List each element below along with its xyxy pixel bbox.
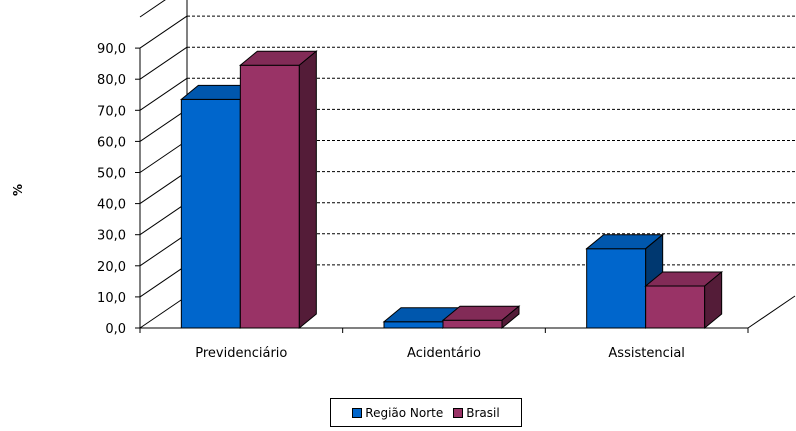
legend-label-brasil: Brasil	[466, 405, 500, 420]
y-axis-label: %	[11, 184, 25, 196]
gridline-diagonal	[139, 108, 188, 142]
x-tick-label: Previdenciário	[195, 346, 287, 361]
legend: Região Norte Brasil	[330, 398, 522, 427]
y-tick-labels: 0,0 10,0 20,0 30,0 40,0 50,0 60,0 70,0 80,0 90,0	[97, 42, 126, 337]
gridline-diagonal	[139, 202, 188, 236]
gridline-diagonal	[139, 46, 188, 80]
legend-swatch-brasil	[453, 407, 464, 418]
x-tick-labels: Previdenciário Acidentário Assistencial	[195, 346, 685, 361]
gridline-diagonal	[139, 295, 188, 329]
x-tick-label: Assistencial	[608, 346, 685, 361]
y-tick-label: 30,0	[97, 229, 126, 244]
gridline-diagonal	[139, 264, 188, 298]
gridline-diagonal	[139, 171, 188, 205]
y-tick-label: 40,0	[97, 198, 126, 213]
bar	[644, 270, 724, 330]
gridline-diagonal	[139, 77, 188, 111]
gridline-diagonal	[139, 15, 188, 49]
y-tick-label: 20,0	[97, 260, 126, 275]
bar	[238, 50, 318, 330]
x-tick-label: Acidentário	[407, 346, 481, 361]
gridline-diagonal	[139, 0, 166, 18]
legend-label-regiao-norte: Região Norte	[365, 405, 444, 420]
y-tick-label: 60,0	[97, 135, 126, 150]
y-tick-label: 10,0	[97, 291, 126, 306]
bar	[441, 305, 521, 330]
y-tick-label: 70,0	[97, 104, 126, 119]
legend-swatch-regiao-norte	[352, 407, 363, 418]
legend-item-regiao-norte: Região Norte	[352, 406, 443, 420]
y-tick-label: 90,0	[97, 42, 126, 57]
y-tick-label: 80,0	[97, 73, 126, 88]
gridline-diagonal	[139, 140, 188, 173]
y-tick-label: 50,0	[97, 167, 126, 182]
y-tick-label: 0,0	[105, 322, 126, 337]
bars	[179, 50, 724, 330]
floor-right-edge	[747, 295, 796, 329]
gridline-diagonal	[139, 233, 188, 267]
legend-item-brasil: Brasil	[453, 405, 500, 420]
